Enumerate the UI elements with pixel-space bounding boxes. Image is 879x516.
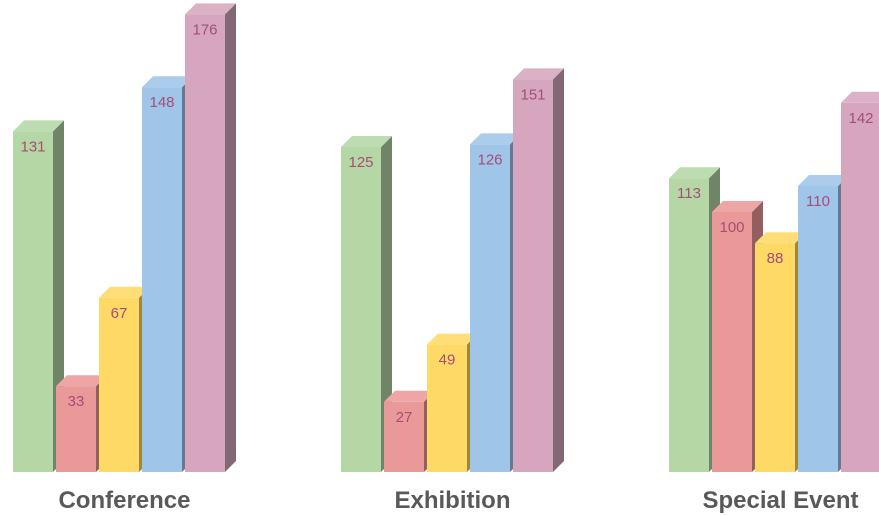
bar-front-face [669,178,709,472]
bar-top-face [185,3,236,15]
labels-layer: 131 33 67 148 176 Conference 125 27 49 126 151 Exhi… [20,21,873,514]
bar-top-face [384,390,435,402]
bar-front-face [142,87,182,472]
bar-value-label: 67 [111,305,128,322]
bar-front-face [798,186,838,472]
bar [142,76,193,472]
bar-top-face [712,201,763,212]
bar-top-face [470,133,521,145]
bar-value-label: 126 [477,151,502,168]
bar-top-face [341,136,392,147]
bar [841,91,879,473]
bar-front-face [427,344,467,472]
bar-group-exhibition [341,68,564,473]
bar-top-face [13,120,64,132]
bar-group-special-event [669,91,879,473]
bar-front-face [470,144,510,472]
bar-top-face [513,68,564,80]
bar-front-face [513,79,553,473]
bar-front-face [384,401,424,472]
bar-side-face [225,3,236,473]
bar-top-face [755,232,806,244]
bar-value-label: 176 [192,21,217,38]
bar-value-label: 142 [848,110,873,127]
bar-group-conference [13,3,236,473]
bar-value-label: 125 [348,154,373,171]
bar-front-face [185,14,225,473]
bar-front-face [755,243,795,472]
category-label: Conference [58,487,190,514]
bar-front-face [99,297,139,472]
bar-value-label: 148 [149,94,174,111]
bar-value-label: 113 [677,185,701,202]
bar-value-label: 88 [767,250,784,267]
bar-top-face [798,175,849,186]
bar [13,120,64,473]
bar-front-face [841,102,879,473]
bar-top-face [56,375,107,387]
bar [341,136,392,472]
bar-top-face [99,286,150,298]
bar-top-face [669,167,720,179]
bar-front-face [56,386,96,472]
bars-layer [13,3,879,473]
bar-value-label: 27 [396,409,413,426]
bar [185,3,236,473]
bar [513,68,564,473]
bar-front-face [712,212,752,472]
category-label: Exhibition [395,487,511,514]
category-label: Special Event [702,487,858,514]
bar-value-label: 49 [439,352,456,369]
bar-side-face [381,136,392,472]
bar-front-face [341,147,381,472]
bar-side-face [553,68,564,473]
bar-value-label: 131 [20,138,45,155]
bar-top-face [427,333,478,345]
bar-top-face [142,76,193,88]
bar-front-face [13,131,53,472]
bar-value-label: 110 [806,193,830,210]
bar-value-label: 100 [719,219,744,236]
bar-value-label: 151 [520,86,545,103]
bar-value-label: 33 [68,393,85,410]
bar-top-face [841,91,879,103]
